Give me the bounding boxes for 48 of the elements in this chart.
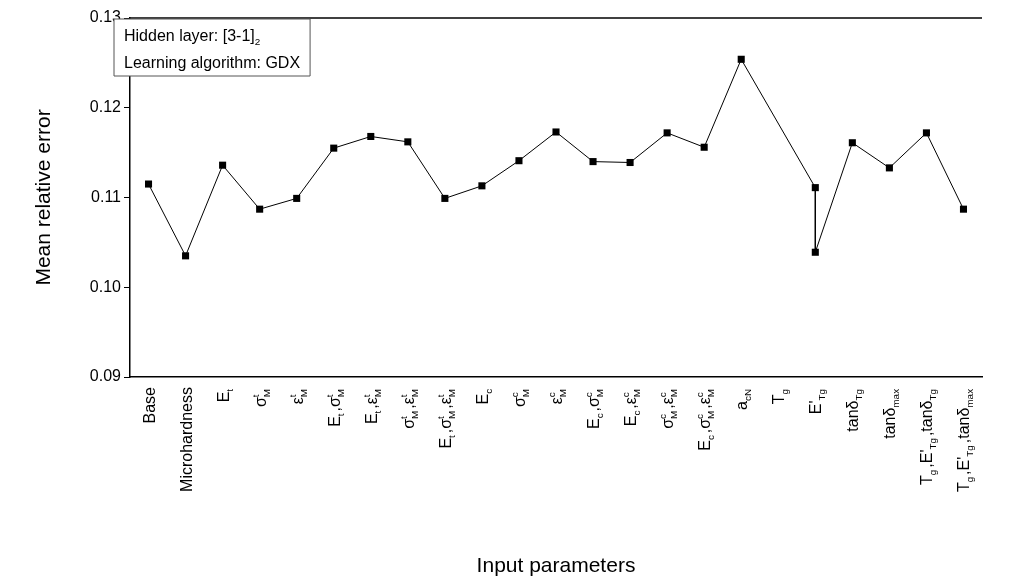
point	[959, 205, 968, 213]
x-tick-label: Tg,E'Tg,tanδTg	[918, 388, 939, 485]
point	[478, 182, 486, 190]
x-tick-label: Tg,E'Tg,tanδmax	[955, 388, 976, 493]
x-tick-label: Et	[214, 388, 235, 403]
y-tick-label: 0.12	[89, 98, 122, 116]
point	[515, 157, 523, 165]
point	[219, 161, 227, 169]
x-tick-label: Ec	[473, 388, 494, 405]
y-tick-label: 0.09	[89, 367, 122, 385]
point	[885, 164, 893, 172]
point	[922, 129, 930, 137]
x-axis-title: Input parameters	[476, 553, 636, 576]
point	[404, 138, 412, 146]
y-tick-label: 0.10	[89, 277, 122, 295]
x-tick-label: acN	[733, 388, 754, 410]
point	[700, 143, 708, 151]
y-tick-label: 0.11	[91, 187, 122, 205]
x-tick-label: Ec,εcM	[620, 388, 643, 427]
x-tick-label: Tg	[770, 388, 791, 405]
point	[552, 128, 560, 136]
x-tick-label: εtM	[286, 388, 309, 405]
point	[626, 158, 634, 167]
point	[182, 252, 190, 260]
x-tick-label: σcM	[509, 388, 531, 408]
point	[330, 144, 338, 152]
point	[367, 132, 375, 141]
point	[737, 55, 745, 63]
point	[663, 129, 671, 137]
x-tick-label: σtM,εtM	[398, 388, 420, 429]
x-tick-label: E'Tg	[807, 388, 828, 415]
point	[256, 205, 264, 213]
x-tick-label: σcM,εcM	[657, 388, 680, 429]
x-tick-label: εcM	[546, 388, 568, 405]
annotation: Learning algorithm: GDX	[124, 54, 301, 71]
point	[293, 194, 301, 202]
point	[441, 194, 449, 202]
x-tick-label: Base	[140, 386, 158, 424]
x-tick-label: σtM	[249, 388, 272, 408]
point	[589, 158, 597, 166]
x-tick-label: Et,εtM	[361, 388, 383, 425]
x-tick-label: tanδmax	[881, 388, 902, 439]
point	[811, 248, 819, 256]
y-axis-title: Mean relative error	[31, 109, 55, 286]
point	[848, 139, 856, 147]
point	[144, 180, 153, 188]
x-tick-label: Microhardness	[177, 386, 195, 492]
x-tick-label: tanδTg	[844, 388, 865, 432]
